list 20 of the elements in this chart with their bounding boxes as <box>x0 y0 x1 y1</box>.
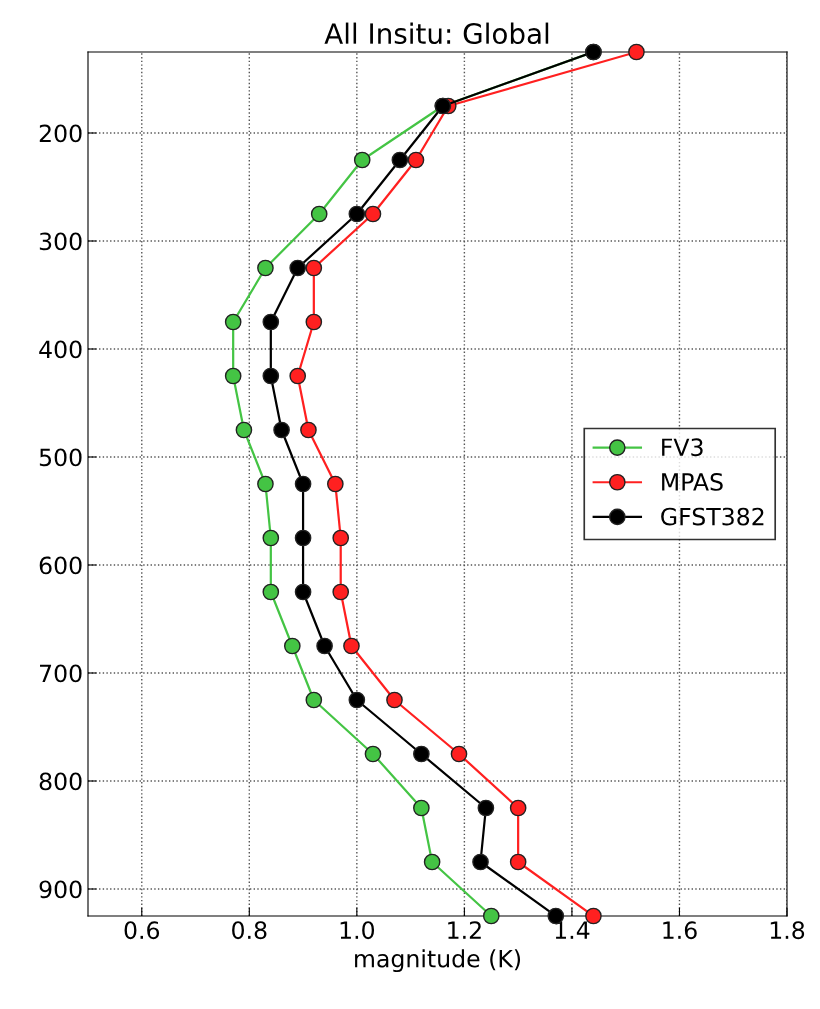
y-tick-label: 700 <box>40 664 82 683</box>
x-tick-label: 1.6 <box>663 921 697 940</box>
x-tick-label: 1.0 <box>340 921 375 940</box>
y-tick-label: 500 <box>39 448 82 467</box>
x-tick-label: 1.2 <box>448 921 481 939</box>
x-tick-label: 0.6 <box>124 921 160 940</box>
legend-label: FV3 <box>662 438 703 457</box>
y-tick-label: 800 <box>39 772 82 791</box>
x-axis-title: magnitude (K) <box>355 949 521 973</box>
y-tick-label: 300 <box>39 232 82 251</box>
legend-label: MPAS <box>662 472 723 491</box>
y-tick-label: 900 <box>39 880 82 899</box>
chart-title: All Insitu: Global <box>324 22 549 45</box>
legend-label: GFST382 <box>661 507 764 526</box>
x-tick-label: 1.4 <box>555 921 590 939</box>
x-tick-label: 1.8 <box>770 921 805 940</box>
y-tick-label: 200 <box>39 124 82 143</box>
y-tick-label: 600 <box>39 556 82 575</box>
x-tick-label: 0.8 <box>232 921 267 940</box>
y-tick-label: 400 <box>39 340 82 359</box>
